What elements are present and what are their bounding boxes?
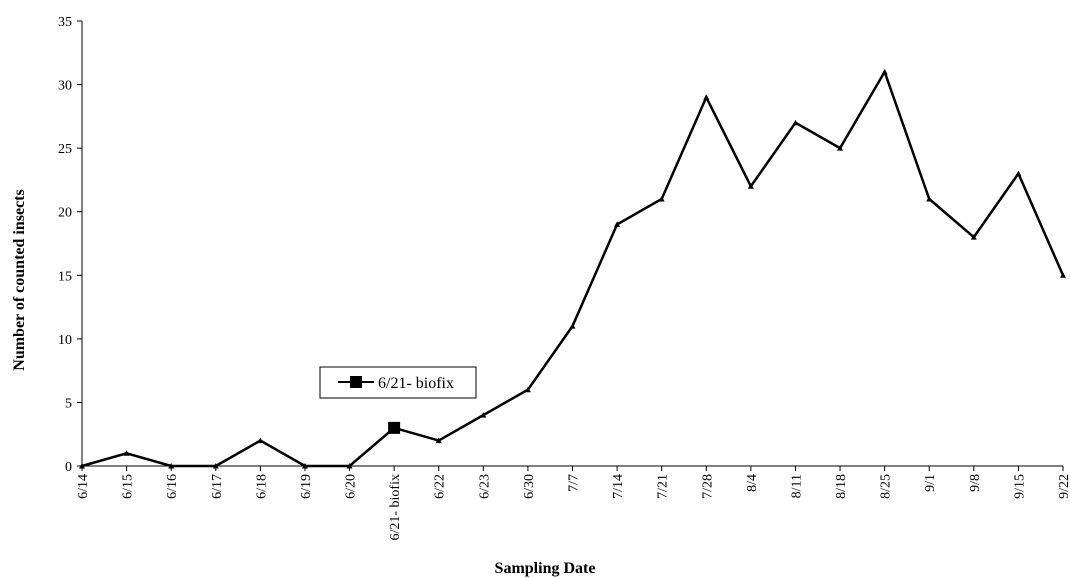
data-point (346, 463, 353, 469)
x-tick-label: 6/15 (121, 474, 136, 499)
data-point (658, 196, 665, 202)
x-axis-title: Sampling Date (495, 560, 596, 577)
data-point (79, 463, 85, 469)
x-tick-label: 6/22 (433, 474, 448, 499)
data-point (257, 437, 264, 444)
y-tick-label: 0 (65, 460, 72, 475)
y-tick-label: 20 (58, 206, 72, 221)
x-tick-label: 8/18 (834, 474, 849, 499)
data-point (480, 412, 487, 418)
x-tick-label: 8/4 (745, 474, 760, 492)
data-point (569, 323, 576, 329)
data-point (1060, 272, 1066, 278)
legend: 6/21- biofix (319, 366, 477, 399)
data-point (301, 463, 308, 469)
x-tick-label: 9/8 (968, 474, 983, 492)
legend-label: 6/21- biofix (378, 375, 454, 392)
y-tick-label: 10 (58, 333, 72, 348)
x-tick-label: 9/1 (923, 474, 938, 492)
data-point (1015, 170, 1022, 177)
x-tick-label: 6/18 (254, 474, 269, 499)
data-point (703, 94, 710, 100)
data-point (524, 386, 531, 393)
data-point (435, 437, 442, 444)
data-point (792, 119, 799, 126)
x-axis-ticks: 6/14 6/15 6/16 6/17 6/18 6/19 6/20 6/21- biofix… (76, 466, 1070, 541)
data-point (168, 463, 175, 469)
data-point (123, 450, 130, 456)
x-tick-label: 6/19 (299, 474, 314, 499)
series-line (81, 68, 1065, 468)
x-tick-label: 7/14 (611, 474, 626, 499)
y-axis-title: Number of counted insects (11, 189, 28, 370)
data-point (881, 68, 888, 75)
data-point (837, 145, 844, 151)
x-tick-label: 6/16 (165, 474, 180, 499)
axes (81, 21, 1063, 467)
biofix-marker (388, 421, 401, 434)
legend-marker (350, 376, 362, 388)
x-tick-label: 6/30 (522, 474, 537, 499)
y-tick-label: 30 (58, 79, 72, 94)
data-point (212, 463, 219, 469)
series-layer (79, 68, 1066, 469)
x-tick-label: 6/21- biofix (388, 474, 403, 541)
x-tick-label: 6/20 (344, 474, 359, 499)
x-tick-label: 9/22 (1057, 474, 1070, 499)
x-tick-label: 7/28 (700, 474, 715, 499)
y-tick-label: 35 (58, 15, 72, 30)
x-tick-label: 8/25 (879, 474, 894, 499)
y-tick-label: 15 (58, 269, 72, 284)
data-point (614, 221, 621, 227)
x-tick-label: 8/11 (789, 474, 804, 498)
x-tick-label: 9/15 (1012, 474, 1027, 499)
y-axis-ticks: 0 5 10 15 20 25 30 35 (58, 15, 82, 475)
x-tick-label: 6/17 (210, 474, 225, 499)
data-point (926, 196, 933, 202)
data-point (747, 183, 754, 189)
y-tick-label: 25 (58, 142, 72, 157)
data-point (970, 234, 977, 240)
y-tick-label: 5 (65, 396, 72, 411)
x-tick-label: 7/21 (656, 474, 671, 499)
x-tick-label: 7/7 (567, 474, 582, 492)
x-tick-label: 6/14 (76, 474, 91, 499)
x-tick-label: 6/23 (477, 474, 492, 499)
